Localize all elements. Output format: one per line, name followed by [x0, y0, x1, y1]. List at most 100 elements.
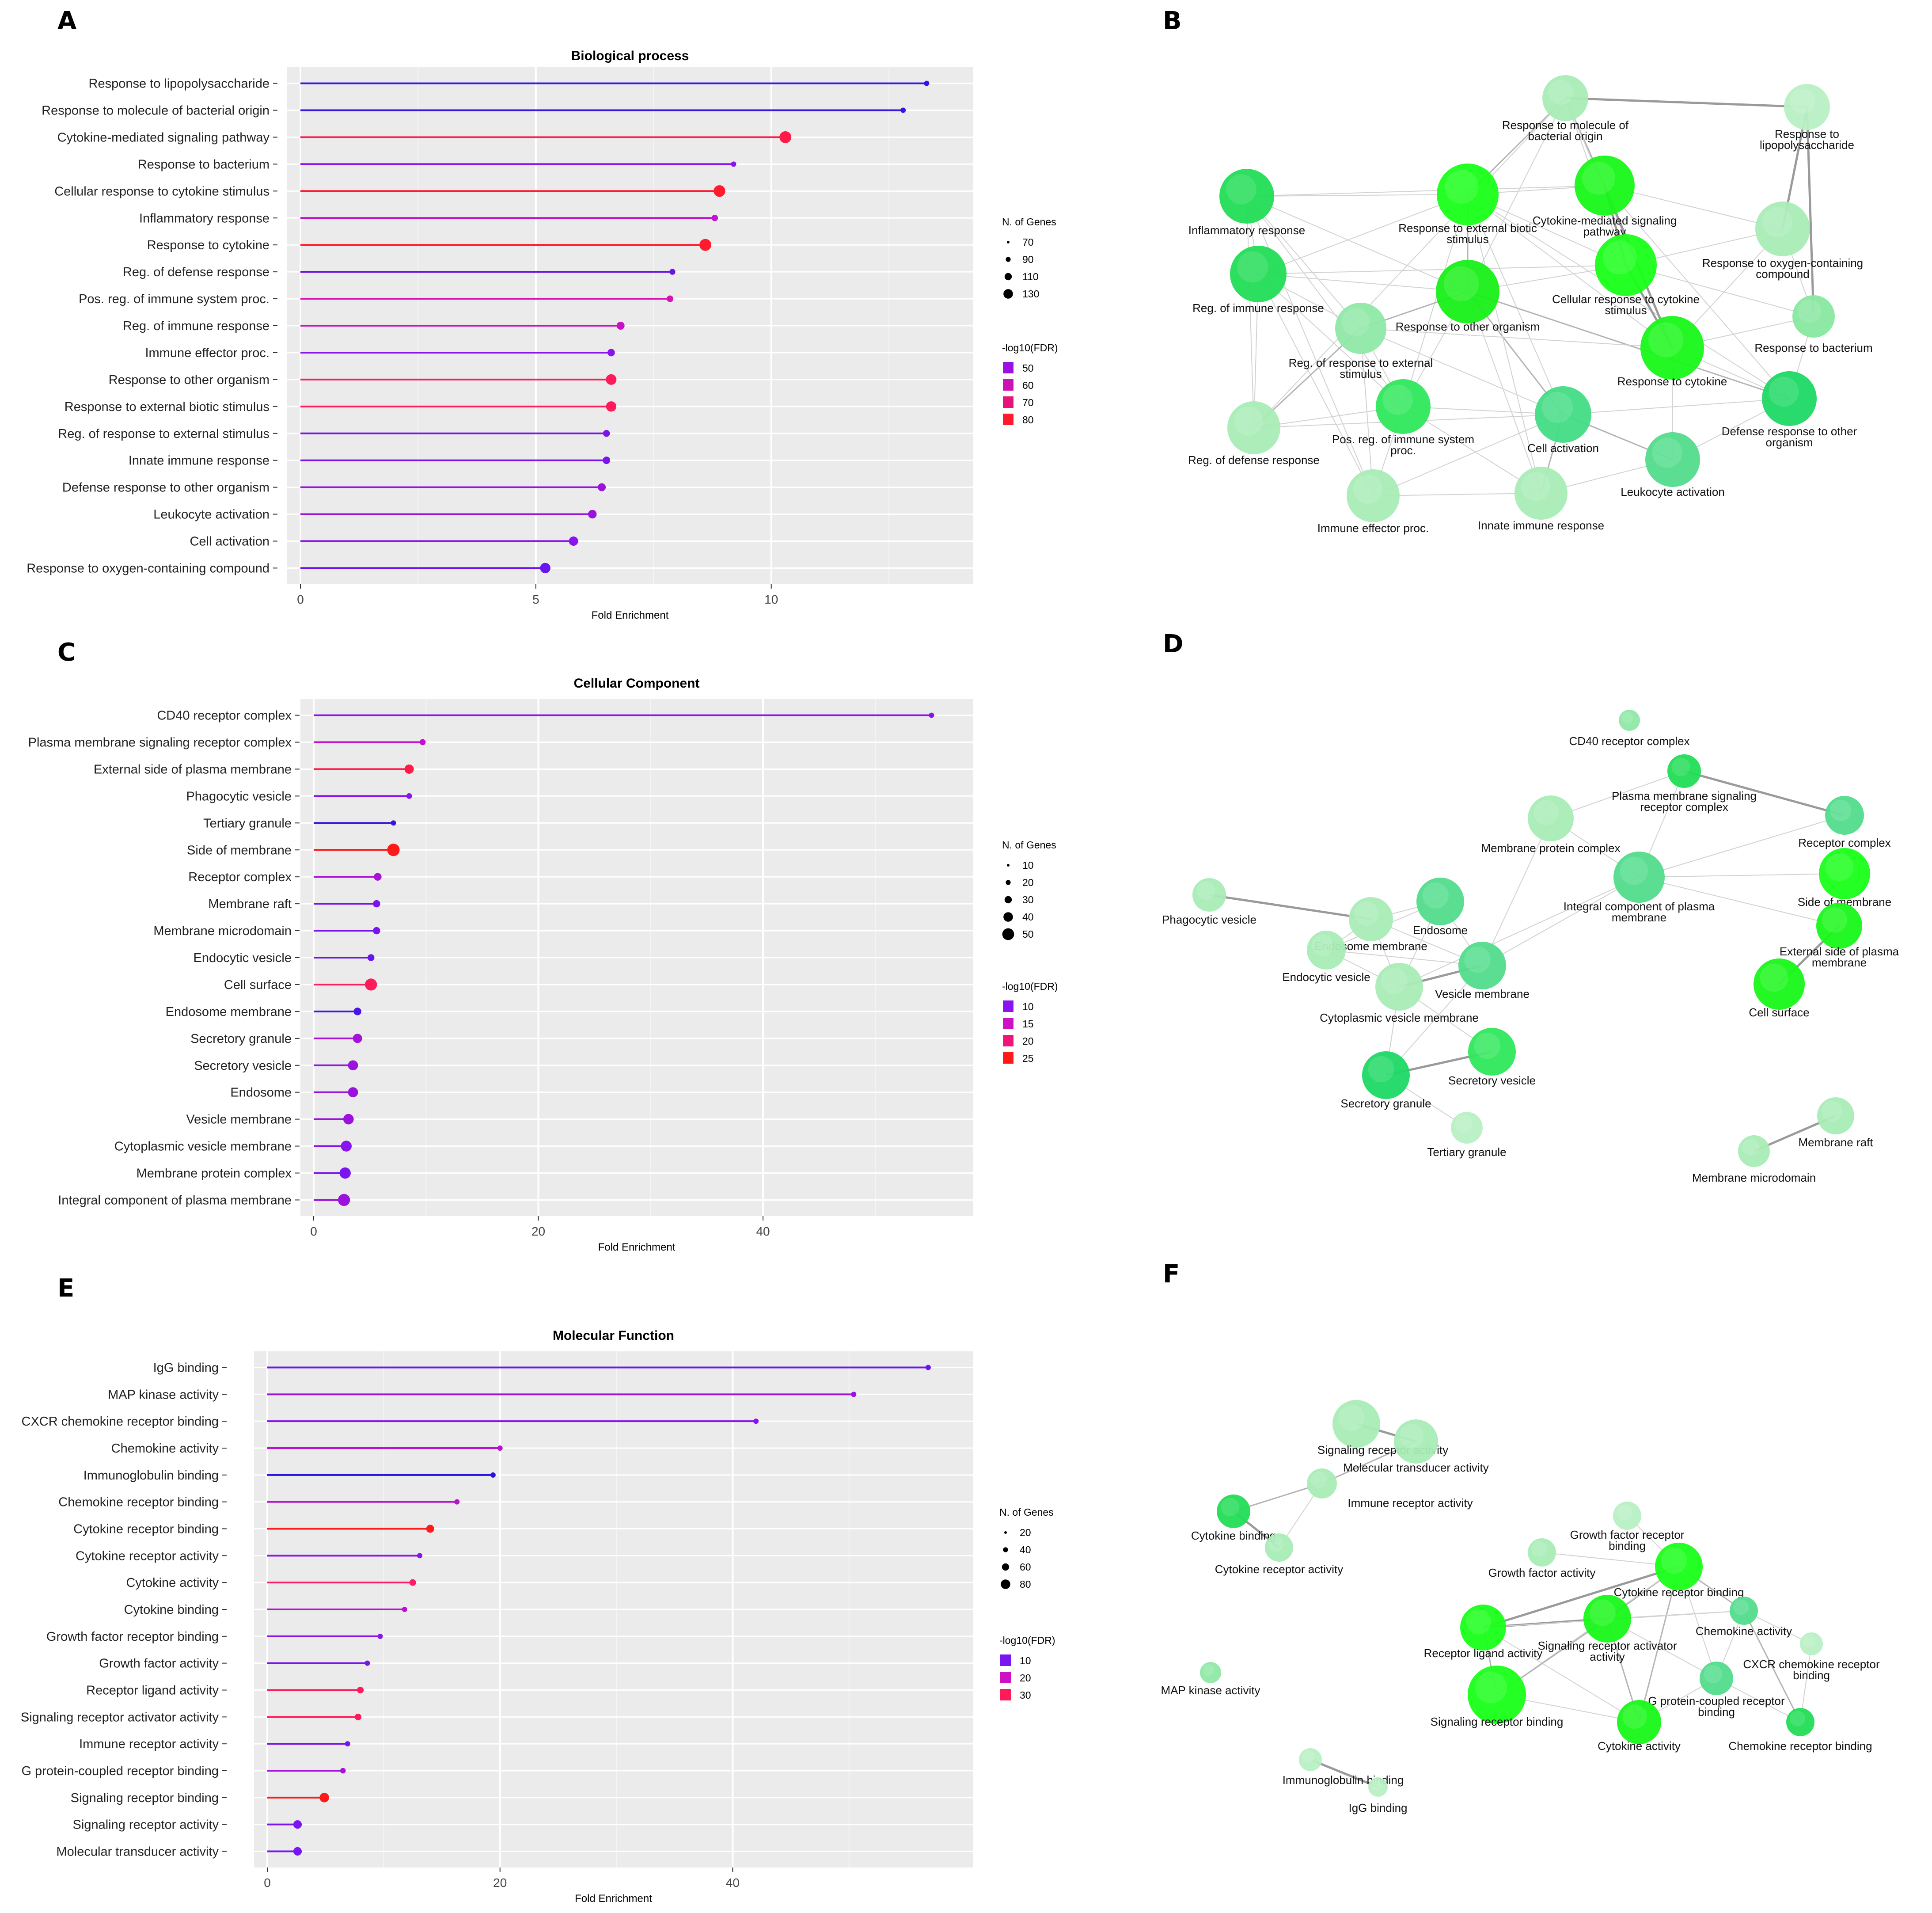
category-label: Growth factor activity — [99, 1657, 219, 1671]
node-endosome: Endosome — [1413, 878, 1468, 937]
lollipop-point-endosome — [348, 1087, 358, 1098]
x-axis-label: Fold Enrichment — [592, 609, 669, 621]
chart-biological-process: Biological process Response to lipopolysa… — [27, 49, 1058, 621]
category-label: Reg. of defense response — [123, 265, 269, 279]
node-highlight — [1302, 1750, 1315, 1763]
category-label: Integral component of plasma membrane — [58, 1193, 292, 1207]
lollipop-point-response-to-bacterium — [731, 161, 736, 167]
node-immunoglobulin-binding: Immunoglobulin binding — [1283, 1748, 1404, 1787]
size-legend-label: 50 — [1022, 928, 1034, 940]
x-tick-label: 0 — [310, 1225, 317, 1238]
network-edge — [1467, 194, 1541, 494]
category-label: Growth factor receptor binding — [46, 1630, 219, 1644]
node-igg-binding: IgG binding — [1349, 1777, 1408, 1814]
node-circle — [1792, 295, 1835, 338]
network-edge — [1743, 1610, 1801, 1723]
node-signaling-receptor-activator-activity: Signaling receptor activator activity — [1537, 1595, 1677, 1663]
node-inflammatory-response: Inflammatory response — [1188, 169, 1305, 237]
network-edge — [1467, 194, 1790, 399]
node-defense-response-to-other-organism: Defense response to other organism — [1722, 371, 1857, 449]
category-label: Cytokine binding — [124, 1603, 219, 1617]
node-highlight — [1226, 174, 1256, 205]
node-label: Cytokine activity — [1598, 1739, 1681, 1753]
node-highlight — [1221, 1498, 1240, 1517]
category-label: Response to molecule of bacterial origin — [42, 104, 269, 118]
node-receptor-complex: Receptor complex — [1798, 796, 1891, 849]
color-legend-label: 50 — [1022, 362, 1034, 374]
network-edge — [1483, 1565, 1679, 1629]
node-side-of-membrane: Side of membrane — [1798, 848, 1891, 909]
node-label: Secretory granule — [1340, 1097, 1431, 1110]
node-label: Response to cytokine — [1617, 375, 1727, 388]
node-growth-factor-receptor-binding: Growth factor receptor binding — [1570, 1502, 1685, 1552]
node-highlight — [1822, 1101, 1842, 1122]
color-legend-label: 20 — [1020, 1672, 1031, 1684]
node-label: Response to bacterium — [1754, 341, 1872, 354]
node-label: Defense response to other organism — [1722, 425, 1857, 449]
category-label: Secretory granule — [190, 1032, 292, 1046]
lollipop-point-cell-surface — [365, 978, 377, 991]
category-label: Immunoglobulin binding — [84, 1468, 219, 1483]
x-tick-label: 10 — [764, 593, 778, 606]
node-label: Cytokine receptor binding — [1614, 1586, 1744, 1599]
node-phagocytic-vesicle: Phagocytic vesicle — [1162, 878, 1256, 926]
node-highlight — [1769, 377, 1799, 407]
category-label: Reg. of response to external stimulus — [58, 427, 269, 441]
node-label: Growth factor activity — [1488, 1566, 1596, 1579]
node-circle — [1230, 246, 1287, 302]
lollipop-point-endocytic-vesicle — [367, 954, 375, 961]
node-circle — [1542, 75, 1588, 121]
color-legend-swatch — [1000, 1672, 1011, 1683]
category-label: Response to oxygen-containing compound — [27, 561, 269, 575]
lollipop-point-signaling-receptor-activator-activity — [354, 1713, 361, 1720]
node-reg-of-response-to-external-stimulus: Reg. of response to external stimulus — [1289, 303, 1433, 380]
color-legend-swatch — [1003, 396, 1013, 408]
node-reg-of-defense-response: Reg. of defense response — [1188, 401, 1320, 467]
node-membrane-protein-complex: Membrane protein complex — [1481, 795, 1621, 855]
node-circle — [1362, 1051, 1410, 1099]
node-highlight — [1310, 1471, 1327, 1488]
node-molecular-transducer-activity: Molecular transducer activity — [1343, 1419, 1489, 1474]
network-edge — [1246, 185, 1605, 197]
node-circle — [1755, 202, 1810, 256]
color-legend-label: 30 — [1020, 1689, 1031, 1701]
network-edge — [1385, 965, 1483, 1076]
node-label: Response to other organism — [1396, 320, 1540, 333]
size-legend-label: 10 — [1022, 860, 1034, 871]
node-label: Receptor complex — [1798, 836, 1891, 849]
node-circle — [1332, 1400, 1380, 1448]
category-label: Endocytic vesicle — [194, 951, 292, 965]
lollipop-point-phagocytic-vesicle — [406, 793, 412, 799]
lollipop-point-integral-component-of-plasma-membrane — [338, 1194, 350, 1206]
lollipop-point-membrane-raft — [373, 900, 380, 908]
lollipop-point-growth-factor-activity — [364, 1660, 370, 1666]
node-label: IgG binding — [1349, 1801, 1408, 1814]
size-legend-label: 20 — [1022, 877, 1034, 888]
lollipop-point-cxcr-chemokine-receptor-binding — [753, 1419, 759, 1424]
category-label: Phagocytic vesicle — [186, 789, 292, 803]
category-label: Membrane raft — [208, 897, 292, 911]
node-external-side-of-plasma-membrane: External side of plasma membrane — [1780, 903, 1899, 969]
color-legend-label: 80 — [1022, 414, 1034, 426]
node-highlight — [1466, 1609, 1492, 1635]
lollipop-point-cytokine-receptor-activity — [417, 1553, 423, 1559]
lollipop-point-membrane-microdomain — [373, 927, 380, 935]
node-highlight — [1234, 407, 1263, 436]
node-highlight — [1338, 1404, 1365, 1431]
size-legend-label: 40 — [1020, 1544, 1031, 1556]
node-circle — [1640, 316, 1704, 380]
node-label: Plasma membrane signaling receptor comple… — [1612, 789, 1757, 814]
color-legend-label: 60 — [1022, 380, 1034, 391]
node-highlight — [1444, 170, 1479, 204]
node-circle — [1219, 169, 1274, 224]
node-label: Response to oxygen-containing compound — [1702, 256, 1863, 281]
node-response-to-external-biotic-stimulus: Response to external biotic stimulus — [1398, 164, 1537, 246]
node-highlight — [1589, 1599, 1616, 1626]
size-legend-dot — [1006, 257, 1011, 262]
size-legend-dot — [1006, 880, 1011, 885]
node-highlight — [1803, 1635, 1816, 1647]
category-label: Response to other organism — [109, 373, 269, 387]
node-label: Tertiary granule — [1427, 1145, 1506, 1159]
network-edge — [1482, 877, 1640, 966]
node-label: Cytokine-mediated signaling pathway — [1533, 214, 1677, 238]
